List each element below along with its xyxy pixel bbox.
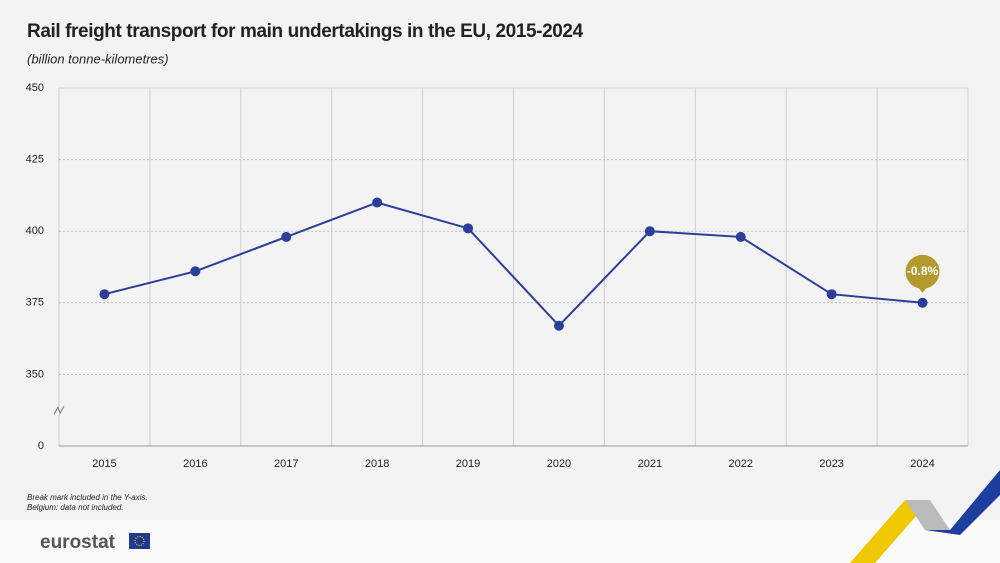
y-tick-label: 0	[38, 440, 44, 452]
note: Break mark included in the Y-axis.	[27, 493, 148, 502]
y-tick-label: 400	[26, 225, 44, 237]
chart-subtitle: (billion tonne-kilometres)	[27, 51, 169, 66]
point	[281, 231, 292, 242]
x-tick-label: 2017	[274, 458, 298, 470]
decoration	[850, 500, 930, 563]
x-tick-label: 2016	[183, 458, 207, 470]
x-tick-label: 2020	[547, 458, 571, 470]
y-tick-label: 425	[26, 154, 44, 166]
annotation-bubble	[905, 254, 940, 289]
point	[917, 297, 928, 308]
point	[553, 320, 564, 331]
annotation-text: -0.8%	[907, 264, 939, 278]
point	[99, 289, 110, 300]
y-tick-label: 375	[26, 297, 44, 309]
eu-stars	[134, 535, 145, 547]
x-tick-label: 2023	[819, 458, 843, 470]
chart-title: Rail freight transport for main undertak…	[27, 21, 584, 42]
note: Belgium: data not included.	[27, 503, 124, 512]
point	[372, 197, 383, 208]
x-tick-label: 2022	[729, 458, 753, 470]
x-tick-label: 2019	[456, 458, 480, 470]
x-tick-label: 2021	[638, 458, 662, 470]
point	[190, 266, 201, 277]
x-tick-label: 2018	[365, 458, 389, 470]
decoration	[905, 500, 950, 530]
logo-text: eurostat	[40, 532, 116, 553]
axis-break	[53, 405, 65, 415]
footer-band	[0, 520, 1000, 563]
decoration	[925, 470, 1000, 535]
y-tick-label: 450	[26, 82, 44, 94]
eu-flag	[129, 533, 150, 549]
point	[826, 289, 837, 300]
line	[104, 201, 923, 328]
x-tick-label: 2024	[910, 458, 934, 470]
point	[463, 223, 474, 234]
x-tick-label: 2015	[92, 458, 116, 470]
point	[644, 226, 655, 237]
point	[735, 231, 746, 242]
y-tick-label: 350	[26, 368, 44, 380]
